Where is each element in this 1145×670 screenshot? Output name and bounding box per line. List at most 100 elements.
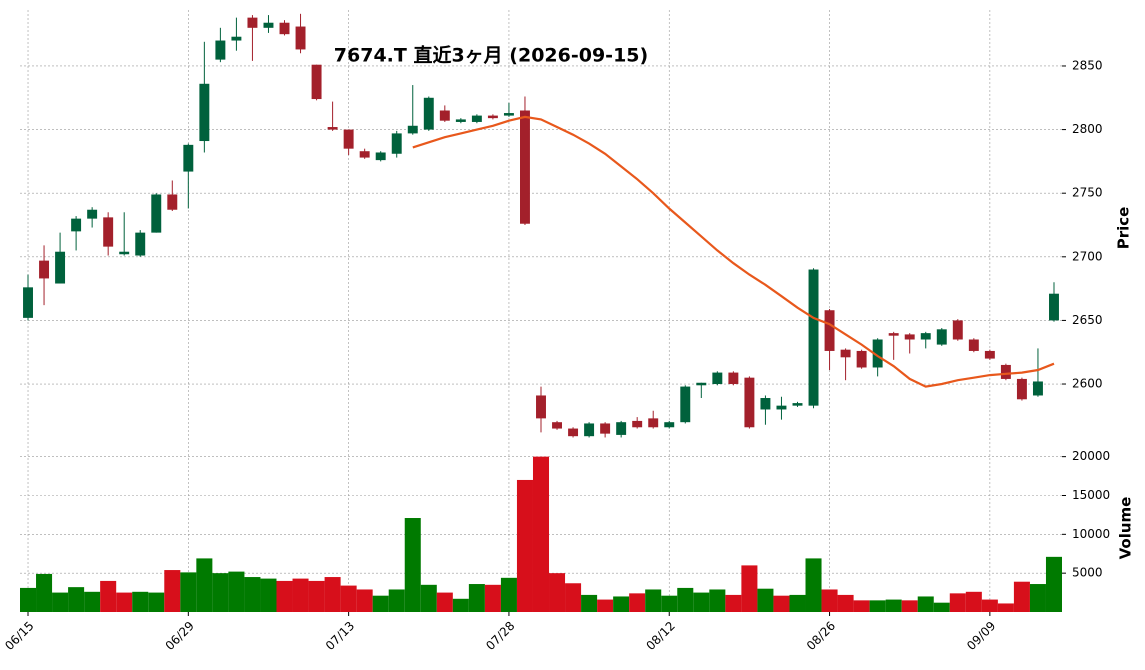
candle-body: [952, 320, 963, 340]
volume-bar: [565, 583, 582, 612]
volume-bar: [340, 585, 357, 612]
volume-bar: [869, 600, 886, 612]
candle-body: [151, 194, 162, 233]
x-tick-label: 09/09: [964, 619, 998, 653]
volume-bar: [901, 600, 918, 612]
candle-body: [904, 334, 915, 340]
x-tick-label: 07/13: [323, 619, 357, 653]
candle-body: [792, 403, 803, 406]
candle-body: [167, 194, 178, 210]
volume-bar: [84, 591, 101, 612]
candle-body: [936, 329, 947, 345]
volume-bar: [693, 592, 710, 612]
candle-body: [664, 422, 675, 428]
volume-bar: [148, 592, 165, 612]
volume-bar: [837, 594, 854, 612]
moving-average-line: [412, 115, 1055, 388]
volume-bar: [292, 578, 309, 612]
candle-body: [1032, 381, 1043, 396]
volume-bar: [468, 584, 485, 612]
candle-body: [696, 382, 707, 386]
candle-body: [247, 17, 258, 28]
volume-tick-label: 20000: [1072, 449, 1110, 463]
candle-body: [103, 217, 114, 247]
volume-bar: [885, 599, 902, 612]
candle-body: [584, 423, 595, 437]
y-tick-label: 2850: [1072, 58, 1103, 72]
volume-bar: [356, 589, 373, 612]
volume-bar: [1045, 556, 1062, 612]
volume-bar: [949, 593, 966, 612]
candle-body: [439, 110, 450, 121]
volume-bar: [613, 596, 630, 612]
candle-body: [552, 422, 563, 429]
candle-body: [423, 97, 434, 130]
volume-bar: [212, 573, 229, 612]
volume-axis-label: Volume: [1117, 497, 1135, 560]
x-tick-label: 06/15: [2, 619, 36, 653]
volume-bar: [549, 573, 566, 612]
candle-body: [536, 395, 546, 419]
volume-bar: [725, 594, 742, 612]
candle-body: [519, 110, 530, 224]
candle-body: [888, 333, 899, 336]
volume-bar: [388, 589, 405, 612]
volume-bar: [677, 587, 694, 612]
candle-body: [183, 144, 194, 172]
volume-bar: [20, 587, 37, 612]
candle-body: [375, 152, 386, 161]
volume-bar: [308, 580, 325, 612]
candle-body: [712, 372, 723, 385]
candle-body: [680, 386, 691, 423]
volume-bar: [420, 584, 437, 612]
volume-bar: [36, 573, 53, 612]
candle-body: [776, 405, 787, 410]
candle-body: [760, 398, 771, 410]
volume-bar: [933, 602, 950, 612]
candle-body: [968, 339, 979, 351]
candle-body: [343, 129, 354, 149]
candle-body: [984, 350, 995, 359]
volume-bar: [661, 595, 678, 612]
candle-body: [600, 423, 611, 434]
volume-bar: [116, 592, 133, 612]
volume-bar: [581, 594, 598, 612]
candle-body: [1000, 364, 1011, 379]
volume-bar: [853, 600, 870, 612]
candle-body: [455, 119, 466, 122]
volume-bar: [180, 572, 197, 612]
candle-body: [199, 83, 210, 142]
volume-bar: [629, 593, 646, 612]
volume-bar: [1029, 584, 1046, 612]
candle-body: [568, 428, 579, 437]
volume-bar: [981, 599, 998, 612]
volume-bar: [645, 589, 662, 612]
candle-body: [407, 125, 418, 134]
candle-body: [359, 151, 370, 158]
candle-body: [920, 333, 931, 340]
candle-body: [279, 22, 290, 35]
candle-body: [327, 127, 338, 130]
volume-bar: [805, 558, 822, 612]
volume-bar: [324, 577, 341, 612]
y-tick-label: 2600: [1072, 377, 1103, 391]
candle-body: [471, 115, 482, 122]
volume-bar: [52, 592, 69, 612]
volume-bar: [260, 578, 277, 612]
candle-body: [263, 22, 274, 28]
candle-body: [824, 310, 835, 351]
candle-body: [872, 339, 883, 368]
volume-tick-label: 15000: [1072, 488, 1110, 502]
volume-bar: [516, 479, 533, 612]
volume-bar: [452, 598, 469, 612]
candle-body: [215, 40, 226, 60]
candle-body: [632, 420, 643, 428]
candle-body: [55, 251, 66, 284]
y-axis-label: Price: [1115, 207, 1133, 250]
candle-body: [39, 260, 50, 279]
candle-body: [135, 232, 146, 256]
volume-bar: [709, 589, 726, 612]
x-tick-label: 06/29: [163, 619, 197, 653]
volume-bar: [164, 570, 181, 612]
